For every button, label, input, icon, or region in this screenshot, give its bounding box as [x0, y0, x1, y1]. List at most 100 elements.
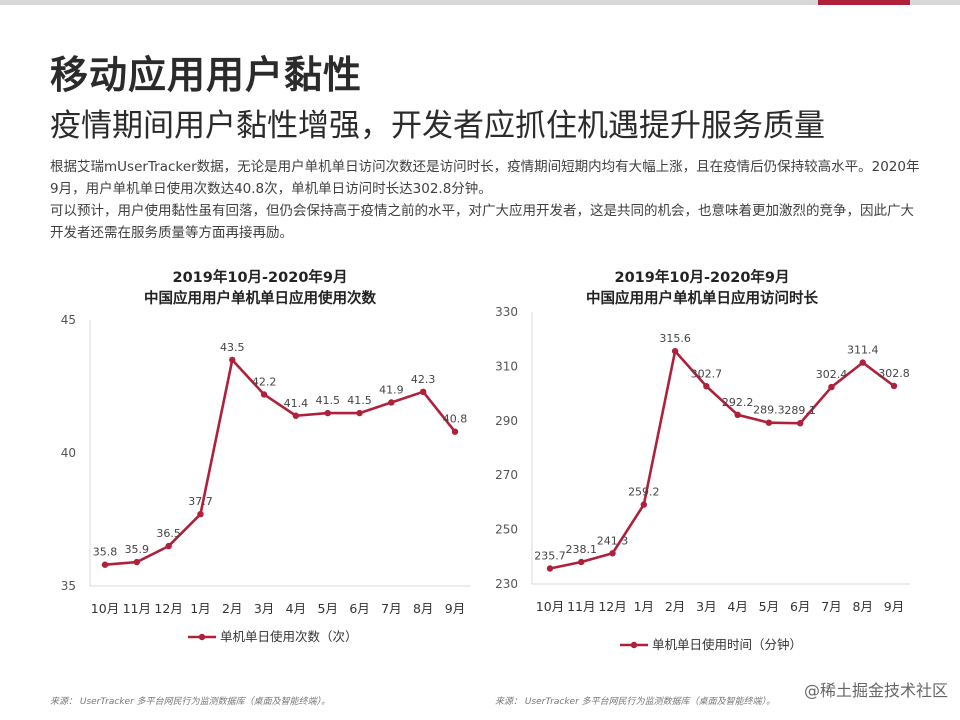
- chart2-x-tick-label: 12月: [598, 599, 626, 614]
- chart2-x-tick-label: 8月: [853, 599, 873, 614]
- chart2-data-label: 302.7: [691, 367, 723, 380]
- chart2-data-point: [578, 558, 585, 566]
- chart1-x-tick-label: 1月: [190, 601, 210, 616]
- chart1-x-tick-label: 4月: [286, 601, 306, 616]
- chart1-data-label: 41.4: [284, 397, 309, 410]
- chart1-data-label: 35.9: [125, 543, 150, 556]
- chart1-data-point: [260, 391, 268, 398]
- chart1-x-tick-label: 5月: [318, 601, 338, 616]
- top-bar-accent: [818, 0, 910, 5]
- chart1-data-point: [356, 409, 363, 417]
- chart2-data-label: 259.2: [628, 486, 660, 499]
- chart2-data-point: [859, 359, 866, 366]
- chart1-x-tick-label: 9月: [445, 601, 465, 616]
- chart1-data-point: [101, 561, 109, 568]
- chart1-data-point: [419, 388, 427, 396]
- body-paragraph-1: 根据艾瑞mUserTracker数据，无论是用户单机单日访问次数还是访问时长，疫…: [50, 159, 920, 197]
- chart2-data-point: [546, 565, 554, 572]
- chart2-data-point: [828, 383, 835, 391]
- page-subtitle: 疫情期间用户黏性增强，开发者应抓住机遇提升服务质量: [50, 108, 825, 144]
- chart2-x-tick-label: 6月: [790, 599, 810, 614]
- chart2-svg: 230 250 270 290 310 330 10月 11月 12月 1月 2月 3月 4月 5月 6月 7…: [495, 305, 910, 652]
- chart2-data-label: 235.7: [534, 549, 566, 562]
- chart2-series-line: [549, 349, 895, 570]
- chart2-x-tick-label: 10月: [536, 599, 564, 614]
- chart1-data-point: [197, 510, 204, 518]
- chart2-data-point: [765, 419, 773, 426]
- chart2-x-tick-label: 9月: [884, 599, 904, 614]
- chart2-data-label: 311.4: [847, 344, 879, 357]
- chart2-data-label: 289.3: [753, 404, 785, 417]
- chart1-title-line1: 2019年10月-2020年9月: [172, 270, 348, 286]
- chart1-data-label: 42.2: [252, 375, 277, 388]
- watermark: @稀土掘金技术社区: [803, 681, 948, 700]
- chart1-legend-label: 单机单日使用次数（次）: [220, 629, 358, 644]
- chart1-y-tick-label: 45: [61, 313, 76, 327]
- chart2-y-tick-label: 290: [495, 414, 518, 428]
- chart1-source: 来源： UserTracker 多平台网民行为监测数据库（桌面及智能终端）。: [50, 697, 331, 707]
- chart1-x-tick-label: 11月: [123, 601, 151, 616]
- chart1-x-tick-label: 8月: [413, 601, 433, 616]
- chart2-x-tick-label: 3月: [696, 599, 716, 614]
- body-text: 根据艾瑞mUserTracker数据，无论是用户单机单日访问次数还是访问时长，疫…: [50, 156, 920, 244]
- chart1-x-tick-label: 2月: [222, 601, 242, 616]
- chart2-y-tick-label: 310: [495, 359, 518, 373]
- chart2-y-tick-label: 230: [495, 577, 518, 591]
- chart2-y-tick-label: 250: [495, 523, 518, 537]
- chart2-x-tick-label: 11月: [567, 599, 595, 614]
- chart1-data-label: 41.5: [347, 394, 372, 407]
- chart2-data-label: 302.4: [816, 368, 848, 381]
- chart2-data-label: 238.1: [566, 543, 598, 556]
- chart2-data-point: [796, 420, 804, 427]
- chart1-data-label: 42.3: [411, 373, 436, 386]
- chart1-y-tick-label: 35: [61, 579, 76, 593]
- body-paragraph-2: 可以预计，用户使用黏性虽有回落，但仍会保持高于疫情之前的水平，对广大应用开发者，…: [50, 203, 914, 241]
- chart2-x-tick-label: 7月: [821, 599, 841, 614]
- chart1-x-tick-label: 12月: [154, 601, 182, 616]
- chart2-x-tick-label: 1月: [634, 599, 654, 614]
- chart1-data-point: [165, 542, 172, 550]
- chart1-data-point: [324, 409, 331, 417]
- chart1-data-label: 40.8: [443, 413, 468, 426]
- chart2-x-tick-label: 2月: [665, 599, 685, 614]
- chart2-y-tick-label: 330: [495, 305, 518, 319]
- chart1-x-tick-label: 6月: [349, 601, 369, 616]
- chart2-data-label: 289.1: [784, 404, 816, 417]
- chart2-data-point: [890, 382, 898, 390]
- chart1-data-label: 36.5: [156, 527, 181, 540]
- chart1-x-tick-label: 7月: [381, 601, 401, 616]
- chart2-data-point: [640, 501, 648, 508]
- chart2-legend-label: 单机单日使用时间（分钟）: [652, 637, 802, 652]
- chart2-data-point: [609, 550, 616, 557]
- chart2-data-label: 292.2: [722, 396, 754, 409]
- chart1-data-point: [133, 558, 141, 566]
- top-bar: [0, 0, 960, 5]
- chart1-data-point: [388, 399, 395, 406]
- chart2-title-line1: 2019年10月-2020年9月: [614, 270, 790, 286]
- chart2-y-tick-label: 270: [495, 468, 518, 482]
- chart2-source: 来源： UserTracker 多平台网民行为监测数据库（桌面及智能终端）。: [495, 697, 776, 707]
- chart2-data-label: 241.3: [597, 534, 629, 547]
- chart1-x-tick-label: 3月: [254, 601, 274, 616]
- chart2-data-label: 302.8: [878, 367, 910, 380]
- page-title: 移动应用用户黏性: [50, 53, 363, 97]
- chart1-legend-marker: [198, 633, 206, 641]
- chart2-x-tick-label: 4月: [727, 599, 747, 614]
- chart1-data-point: [292, 412, 300, 419]
- chart1-data-point: [451, 428, 459, 435]
- chart2-data-label: 315.6: [659, 332, 691, 345]
- chart1-data-label: 41.5: [315, 394, 340, 407]
- chart1-data-label: 43.5: [220, 341, 245, 354]
- chart2-data-point: [703, 383, 710, 390]
- chart1-data-label: 35.8: [93, 546, 118, 559]
- chart1-y-tick-label: 40: [61, 446, 76, 460]
- chart2-legend-marker: [630, 641, 638, 649]
- chart1-series-line: [104, 358, 457, 567]
- chart2-x-tick-label: 5月: [759, 599, 779, 614]
- chart1-data-label: 37.7: [188, 495, 213, 508]
- chart2-data-point: [671, 347, 679, 355]
- chart1-svg: 35 40 45 10月 11月 12月 1月 2月 3月 4月 5月 6月 7月 8月 9月 35.8 35.…: [61, 313, 470, 644]
- chart2-title-line2: 中国应用用户单机单日应用访问时长: [586, 291, 818, 307]
- chart1-x-tick-label: 10月: [91, 601, 119, 616]
- chart1-title: 2019年10月-2020年9月 中国应用用户单机单日应用使用次数: [60, 268, 460, 310]
